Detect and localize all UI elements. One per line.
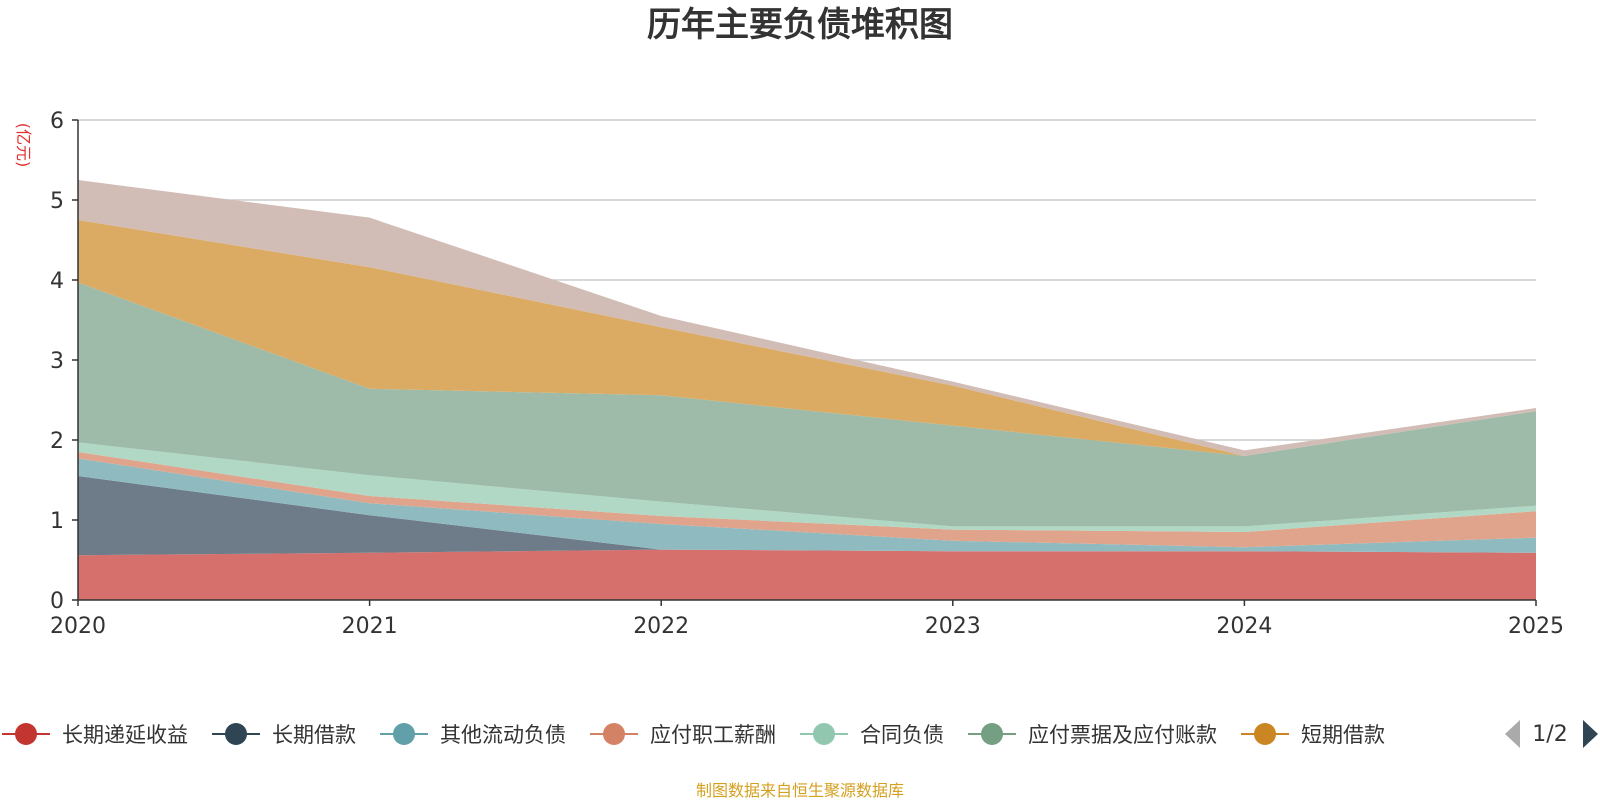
chart-title: 历年主要负债堆积图 (647, 5, 953, 45)
x-tick-label: 2021 (342, 614, 398, 639)
legend-marker (15, 723, 37, 745)
y-tick-label: 2 (50, 429, 64, 454)
legend-label: 应付职工薪酬 (650, 723, 776, 747)
legend-label: 长期借款 (272, 723, 356, 747)
area-series-layer (78, 180, 1536, 600)
legend-pager: 1/2 (1505, 720, 1598, 748)
legend-label: 长期递延收益 (62, 723, 188, 747)
area-合同负债[interactable] (78, 442, 1536, 532)
area-其他[interactable] (78, 180, 1536, 456)
x-tick-label: 2025 (1508, 614, 1564, 639)
legend-item-应付职工薪酬[interactable]: 应付职工薪酬 (590, 723, 776, 747)
y-tick-label: 3 (50, 349, 64, 374)
legend-item-长期递延收益[interactable]: 长期递延收益 (2, 723, 188, 747)
legend-marker (393, 723, 415, 745)
legend-marker (603, 723, 625, 745)
legend-item-合同负债[interactable]: 合同负债 (800, 723, 944, 747)
y-axis-unit: (亿元) (14, 123, 33, 168)
legend: 长期递延收益 长期借款 其他流动负债 应付职工薪酬 合同负债 应付票据及应付账款 短期借款 (2, 723, 1385, 747)
area-其他流动负债[interactable] (78, 458, 1536, 553)
legend-marker (1254, 723, 1276, 745)
legend-next-icon[interactable] (1583, 720, 1598, 748)
legend-label: 短期借款 (1301, 723, 1385, 747)
y-tick-label: 0 (50, 589, 64, 614)
legend-label: 其他流动负债 (440, 723, 566, 747)
y-tick-label: 4 (50, 269, 64, 294)
y-tick-label: 6 (50, 109, 64, 134)
legend-item-其他流动负债[interactable]: 其他流动负债 (380, 723, 566, 747)
area-应付票据及应付账款[interactable] (78, 282, 1536, 527)
data-source-footer: 制图数据来自恒生聚源数据库 (696, 781, 904, 800)
legend-marker (813, 723, 835, 745)
area-应付职工薪酬[interactable] (78, 452, 1536, 548)
legend-label: 应付票据及应付账款 (1028, 723, 1217, 747)
legend-item-应付票据及应付账款[interactable]: 应付票据及应付账款 (968, 723, 1217, 747)
legend-label: 合同负债 (860, 723, 944, 747)
legend-marker (981, 723, 1003, 745)
legend-page-indicator: 1/2 (1532, 722, 1567, 747)
axes: 0 1 2 3 4 5 6 2020 2021 2022 2023 2024 2025 (50, 109, 1564, 639)
y-tick-label: 1 (50, 509, 64, 534)
x-tick-label: 2020 (50, 614, 106, 639)
area-长期借款[interactable] (78, 476, 1536, 556)
legend-prev-icon[interactable] (1505, 720, 1520, 748)
x-tick-label: 2023 (925, 614, 981, 639)
y-tick-label: 5 (50, 189, 64, 214)
x-tick-label: 2024 (1216, 614, 1272, 639)
x-tick-label: 2022 (633, 614, 689, 639)
area-长期递延收益[interactable] (78, 549, 1536, 600)
legend-item-长期借款[interactable]: 长期借款 (212, 723, 356, 747)
legend-marker (225, 723, 247, 745)
legend-item-短期借款[interactable]: 短期借款 (1241, 723, 1385, 747)
